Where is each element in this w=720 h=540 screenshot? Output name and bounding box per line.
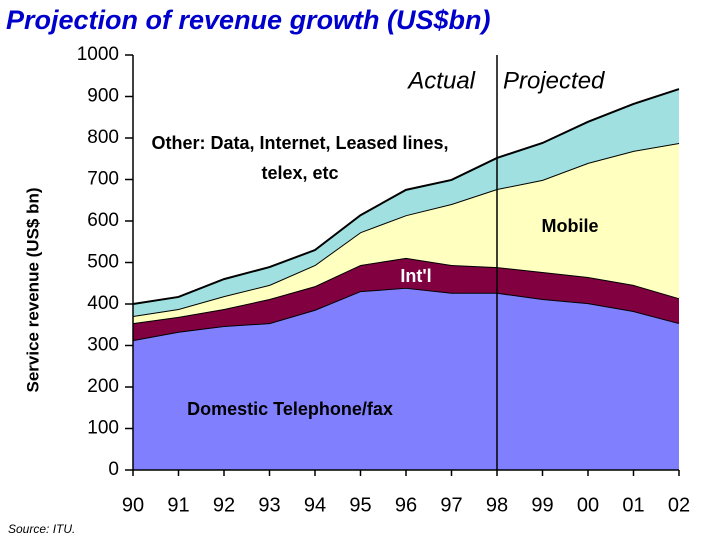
x-tick-label: 93 <box>258 494 280 516</box>
area-edge <box>132 88 680 305</box>
y-tick-label: 300 <box>87 335 119 356</box>
area <box>133 257 679 341</box>
x-tick-label: 97 <box>440 494 462 516</box>
x-tick-label: 92 <box>213 494 235 516</box>
x-tick-label: 91 <box>167 494 189 516</box>
y-tick-label: 400 <box>87 293 119 314</box>
area <box>133 89 679 317</box>
series-label: Other: Data, Internet, Leased lines, tel… <box>151 133 449 183</box>
area <box>133 142 679 324</box>
y-tick-label: 500 <box>87 252 119 273</box>
y-tick-label: 900 <box>87 86 119 107</box>
y-tick-label: 200 <box>87 376 119 397</box>
x-tick-label: 90 <box>122 494 144 516</box>
area <box>133 287 679 470</box>
x-tick-label: 95 <box>349 494 371 516</box>
x-tick-label: 96 <box>395 494 417 516</box>
y-tick-label: 100 <box>87 418 119 439</box>
x-tick-label: 94 <box>304 494 326 516</box>
series-label: Mobile <box>542 216 599 236</box>
annotation: Projected <box>503 67 605 94</box>
source: Source: ITU. <box>8 522 75 536</box>
series-label: Domestic Telephone/fax <box>187 399 393 419</box>
x-tick-label: 00 <box>577 494 599 516</box>
y-tick-label: 800 <box>87 127 119 148</box>
y-tick-label: 600 <box>87 210 119 231</box>
y-tick-label: 0 <box>108 459 119 480</box>
y-tick-label: 1000 <box>77 44 119 65</box>
x-tick-label: 98 <box>486 494 508 516</box>
x-tick-label: 99 <box>531 494 553 516</box>
annotation: Actual <box>406 67 475 94</box>
y-tick-label: 700 <box>87 169 119 190</box>
chart-title: Projection of revenue growth (US$bn) <box>6 5 491 35</box>
x-tick-label: 02 <box>668 494 690 516</box>
x-tick-label: 01 <box>622 494 644 516</box>
y-axis-label: Service revenue (US$ bn) <box>23 187 42 392</box>
series-label: Int'l <box>400 266 431 286</box>
